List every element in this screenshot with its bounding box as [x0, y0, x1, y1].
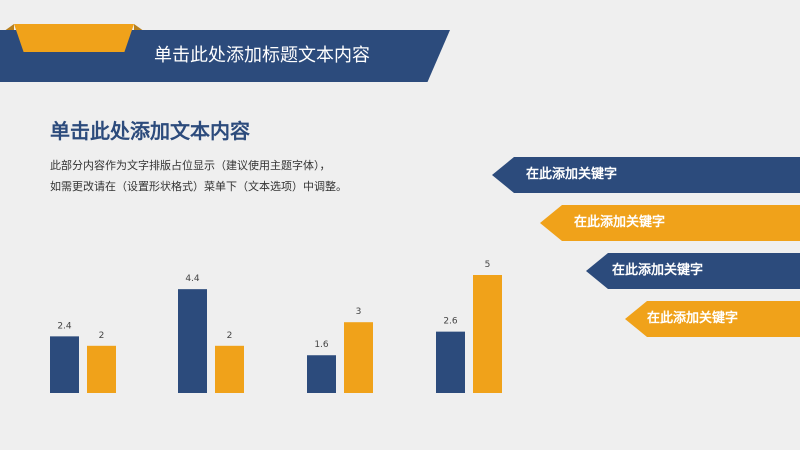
bar-s1-c1	[50, 336, 79, 393]
keyword-label-1: 在此添加关键字	[526, 167, 618, 182]
keyword-label-3: 在此添加关键字	[612, 263, 704, 278]
keyword-label-2: 在此添加关键字	[574, 215, 666, 230]
data-label-s2-c2: 2	[227, 331, 233, 341]
keyword-label-4: 在此添加关键字	[647, 311, 739, 326]
description-line-1: 此部分内容作为文字排版占位显示（建议使用主题字体），	[50, 159, 331, 172]
data-label-s2-c3: 3	[356, 307, 362, 317]
data-label-s1-c4: 2.6	[443, 317, 458, 327]
description-line-2: 如需更改请在（设置形状格式）菜单下（文本选项）中调整。	[50, 180, 347, 193]
bar-s1-c3	[307, 355, 336, 393]
keyword-banner-1: 在此添加关键字	[492, 157, 800, 193]
bar-s2-c4	[473, 275, 502, 393]
content-heading: 单击此处添加文本内容	[50, 119, 250, 143]
data-label-s2-c1: 2	[99, 331, 105, 341]
keyword-banner-3: 在此添加关键字	[586, 253, 800, 289]
title-tab-accent	[14, 24, 134, 52]
bar-s2-c2	[215, 345, 244, 393]
page-title: 单击此处添加标题文本内容	[154, 45, 370, 66]
bar-chart: 2.4 4.4 1.6 2.6 2 2 3 5	[50, 260, 502, 393]
bar-s1-c4	[436, 331, 465, 393]
bar-s2-c1	[87, 345, 116, 393]
data-label-s1-c3: 1.6	[314, 340, 329, 350]
data-label-s1-c1: 2.4	[57, 321, 72, 331]
keyword-banner-2: 在此添加关键字	[540, 205, 800, 241]
data-label-s2-c4: 5	[485, 260, 491, 270]
data-label-s1-c2: 4.4	[185, 274, 200, 284]
keyword-banner-4: 在此添加关键字	[625, 301, 800, 337]
tab-fold-left	[0, 24, 14, 34]
bar-s2-c3	[344, 322, 373, 393]
bar-s1-c2	[178, 289, 207, 393]
tab-fold-right	[134, 24, 148, 34]
